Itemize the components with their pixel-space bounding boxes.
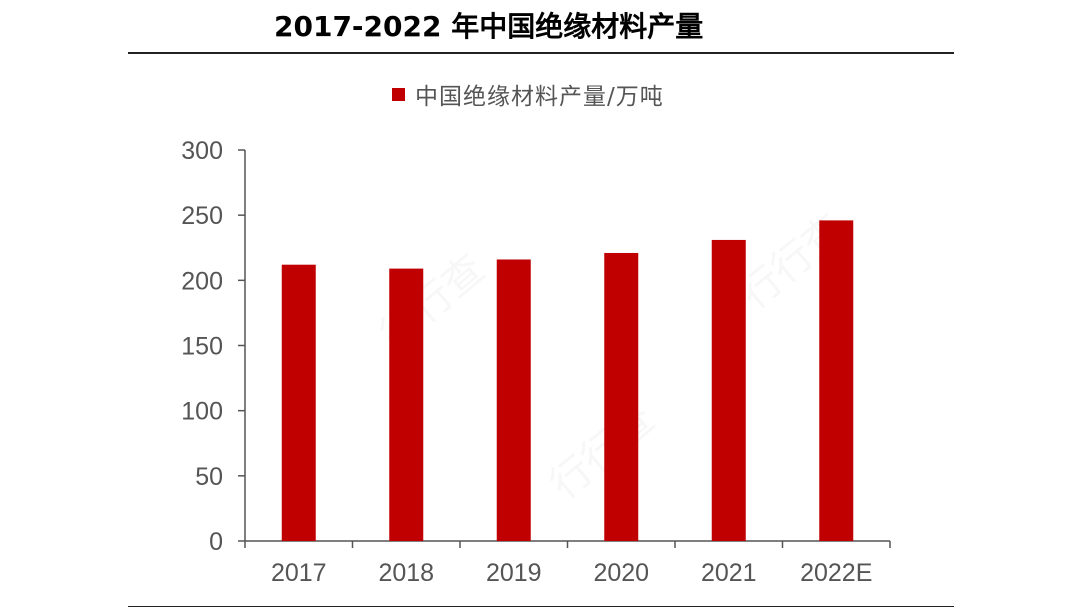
x-tick-label: 2018 [378,559,434,587]
bar-2021 [711,239,746,541]
bar-2022E [819,220,854,541]
y-tick-label: 150 [181,333,223,361]
bar-2019 [496,259,531,541]
x-tick-label: 2017 [271,559,327,587]
bar-2018 [389,268,424,541]
footer-divider [128,606,954,607]
title-divider [128,52,954,54]
x-tick-label: 2022E [800,559,872,587]
bar-2020 [604,252,639,542]
y-tick-label: 250 [181,202,223,230]
x-tick-label: 2020 [593,559,649,587]
chart-legend: 中国绝缘材料产量/万吨 [392,80,664,110]
y-tick-label: 100 [181,398,223,426]
y-tick-label: 0 [209,528,223,556]
x-tick-label: 2021 [701,559,757,587]
page-title: 2017-2022 年中国绝缘材料产量 [274,10,704,43]
y-tick-label: 200 [181,267,223,295]
legend-swatch [392,87,405,101]
legend-label: 中国绝缘材料产量/万吨 [415,84,664,110]
y-tick-label: 50 [195,463,223,491]
x-tick-label: 2019 [486,559,542,587]
y-tick-label: 300 [181,137,223,165]
bar-2017 [281,264,316,541]
